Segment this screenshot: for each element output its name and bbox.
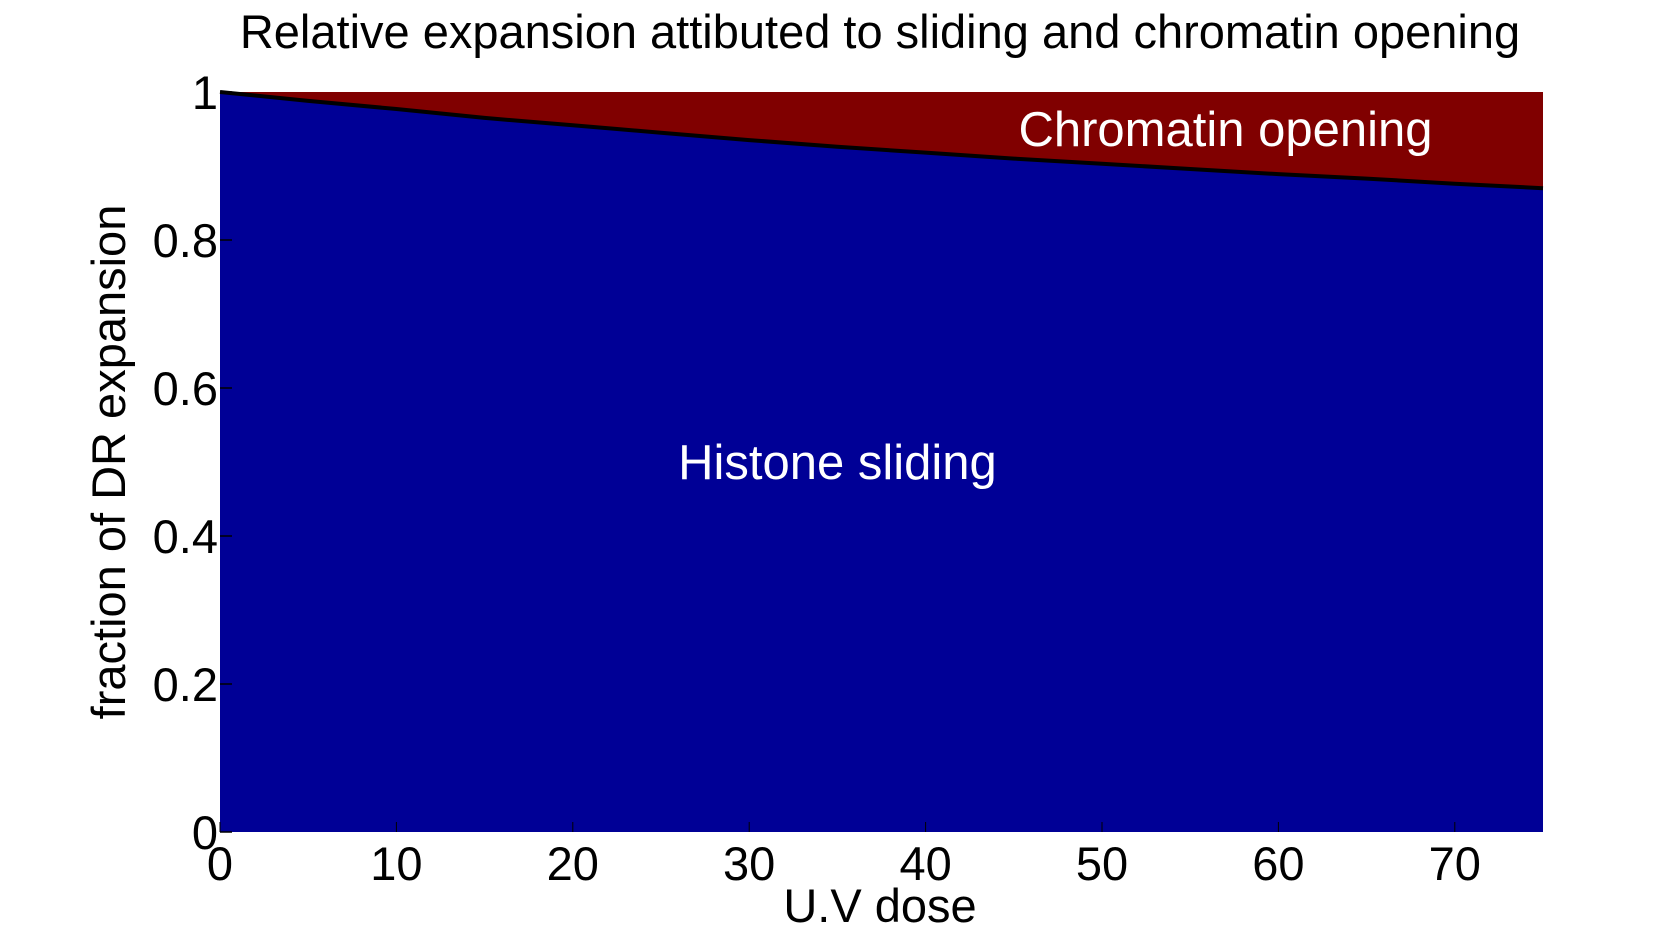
x-tick-label: 10 [370,837,422,890]
y-axis: 0 0.2 0.4 0.6 0.8 1 [153,66,232,859]
x-tick-label: 70 [1429,837,1481,890]
y-tick-label: 1 [192,66,218,119]
chart-title: Relative expansion attibuted to sliding … [240,5,1520,58]
x-tick-label: 0 [207,837,233,890]
x-tick-label: 60 [1252,837,1304,890]
area-series-2 [220,92,1543,189]
y-tick-label: 0.4 [153,510,218,563]
annotation-2: Chromatin opening [1018,103,1432,157]
y-tick-label: 0.2 [153,658,218,711]
x-axis: 0 10 20 30 40 50 60 70 [207,822,1481,890]
annotations: Histone sliding Chromatin opening [678,103,1432,490]
annotation-1: Histone sliding [678,436,997,490]
x-tick-label: 50 [1076,837,1128,890]
x-axis-label: U.V dose [783,879,976,932]
x-tick-label: 40 [899,837,951,890]
y-tick-label: 0.6 [153,362,218,415]
series-boundary-line [219,90,1544,191]
plot-area [219,90,1544,832]
y-axis-label: fraction of DR expansion [82,205,135,720]
area-series-1 [220,92,1543,832]
y-tick-label: 0 [192,806,218,859]
x-tick-label: 30 [723,837,775,890]
y-tick-label: 0.8 [153,214,218,267]
x-tick-label: 20 [547,837,599,890]
